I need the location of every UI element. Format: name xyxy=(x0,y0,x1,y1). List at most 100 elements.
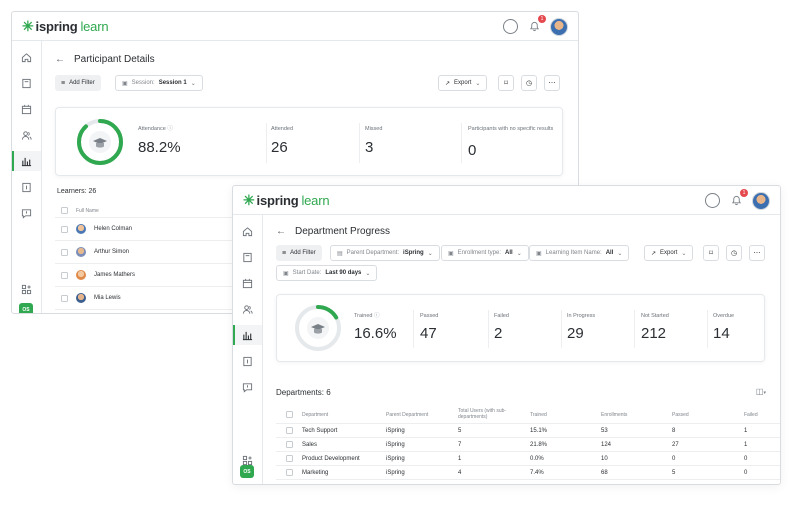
more-options-button[interactable]: ⋯ xyxy=(544,75,560,91)
reports-icon[interactable] xyxy=(12,151,41,171)
table-row[interactable]: Mia Lewis xyxy=(55,287,235,310)
bookmark-button[interactable]: ⌑ xyxy=(498,75,514,91)
logo-mark-icon: ✳ xyxy=(22,17,34,34)
home-icon[interactable] xyxy=(12,47,41,67)
bookmark-button[interactable]: ⌑ xyxy=(703,245,719,261)
filter-icon: ≡ xyxy=(282,249,287,257)
top-bar: ✳ ispring learn 1 xyxy=(233,186,780,215)
calendar-icon[interactable] xyxy=(233,273,262,293)
clock-icon: ◷ xyxy=(730,250,738,257)
back-arrow-icon[interactable]: ← xyxy=(276,226,286,237)
user-avatar[interactable] xyxy=(550,17,568,36)
table-row[interactable]: Tech Support iSpring 5 15.1% 53 8 1 xyxy=(276,424,780,438)
more-options-button[interactable]: ⋯ xyxy=(749,245,765,261)
chevron-down-icon: ⌄ xyxy=(617,250,623,257)
calendar-icon: ▣ xyxy=(536,250,542,257)
table-row[interactable]: Marketing iSpring 4 7.4% 68 5 0 xyxy=(276,466,780,480)
enrollment-type-filter-dropdown[interactable]: ▣ Enrollment type: All ⌄ xyxy=(441,245,529,261)
row-checkbox[interactable] xyxy=(286,427,293,434)
no-results-stat: Participants with no specific results 0 xyxy=(468,126,554,159)
overdue-stat: Overdue 14 xyxy=(713,313,735,342)
info-icon[interactable]: ⓘ xyxy=(373,313,380,319)
export-button[interactable]: ↗ Export ⌄ xyxy=(644,245,694,261)
row-checkbox[interactable] xyxy=(286,469,293,476)
feedback-icon[interactable] xyxy=(233,377,262,397)
user-avatar[interactable] xyxy=(752,191,770,210)
chevron-down-icon: ⌄ xyxy=(475,80,481,87)
columns-settings-icon[interactable]: ◫▾ xyxy=(755,387,766,396)
help-chat-icon[interactable] xyxy=(503,19,518,34)
avatar xyxy=(76,224,86,234)
users-icon[interactable] xyxy=(233,299,262,319)
content-icon[interactable] xyxy=(12,73,41,93)
user-initials-badge[interactable]: OS xyxy=(19,303,33,313)
content-icon[interactable] xyxy=(233,247,262,267)
add-filter-button[interactable]: ≡ Add Filter xyxy=(55,75,101,91)
select-all-checkbox[interactable] xyxy=(286,411,293,418)
apps-grid-icon[interactable] xyxy=(233,450,262,470)
table-row[interactable]: Product Development iSpring 1 0.0% 10 0 … xyxy=(276,452,780,466)
schedule-button[interactable]: ◷ xyxy=(521,75,537,91)
learners-table: Full Name Helen Colman Arthur Simon Jame… xyxy=(55,204,235,313)
graduation-cap-icon xyxy=(89,131,111,153)
main-content: ← Participant Details ≡ Add Filter ▣ Ses… xyxy=(43,42,578,313)
notifications-bell-icon[interactable]: 1 xyxy=(527,14,546,34)
logo-mark-icon: ✳ xyxy=(243,191,255,208)
trained-stat: Trained ⓘ 16.6% xyxy=(354,313,397,342)
row-checkbox[interactable] xyxy=(61,248,68,256)
parent-department-filter-dropdown[interactable]: ▤ Parent Department: iSpring ⌄ xyxy=(330,245,440,261)
avatar xyxy=(76,293,86,303)
back-arrow-icon[interactable]: ← xyxy=(55,54,65,65)
row-checkbox[interactable] xyxy=(286,441,293,448)
department-progress-window: ✳ ispring learn 1 OS ← Department Progre… xyxy=(232,185,781,485)
notification-badge: 1 xyxy=(538,14,546,23)
page-header: ← Participant Details xyxy=(55,54,155,65)
main-content: ← Department Progress ≡ Add Filter ▤ Par… xyxy=(264,216,780,484)
select-all-checkbox[interactable] xyxy=(61,207,68,214)
users-icon[interactable] xyxy=(12,125,41,145)
export-button[interactable]: ↗ Export ⌄ xyxy=(438,75,488,91)
attended-stat: Attended 26 xyxy=(271,126,294,156)
table-row[interactable]: James Mathers xyxy=(55,264,235,287)
page-title: Department Progress xyxy=(295,226,391,237)
page-title: Participant Details xyxy=(74,54,155,65)
notification-badge: 1 xyxy=(740,188,748,197)
page-header: ← Department Progress xyxy=(276,226,390,237)
feedback-icon[interactable] xyxy=(12,203,41,223)
notifications-bell-icon[interactable]: 1 xyxy=(729,188,748,208)
row-checkbox[interactable] xyxy=(61,225,68,233)
reports-icon[interactable] xyxy=(233,325,262,345)
bookmark-icon: ⌑ xyxy=(504,80,508,87)
table-row[interactable]: Arthur Simon xyxy=(55,241,235,264)
add-filter-button[interactable]: ≡ Add Filter xyxy=(276,245,322,261)
start-date-filter-dropdown[interactable]: ▣ Start Date: Last 90 days ⌄ xyxy=(276,265,378,281)
not-started-stat: Not Started 212 xyxy=(641,313,669,342)
ispring-learn-logo[interactable]: ✳ ispring learn xyxy=(243,191,330,208)
session-filter-dropdown[interactable]: ▣ Session: Session 1 ⌄ xyxy=(115,75,203,91)
help-chat-icon[interactable] xyxy=(705,193,720,208)
clock-icon: ◷ xyxy=(525,80,533,87)
info-icon[interactable]: ⓘ xyxy=(167,126,173,132)
table-row[interactable]: Sales iSpring 7 21.8% 124 27 1 xyxy=(276,438,780,452)
user-initials-badge[interactable]: OS xyxy=(240,465,254,478)
schedule-button[interactable]: ◷ xyxy=(726,245,742,261)
sidebar: OS xyxy=(12,41,42,313)
learning-item-filter-dropdown[interactable]: ▣ Learning Item Name: All ⌄ xyxy=(529,245,630,261)
share-icon: ↗ xyxy=(445,80,451,87)
row-checkbox[interactable] xyxy=(61,271,68,279)
filter-icon: ≡ xyxy=(61,79,66,87)
calendar-icon[interactable] xyxy=(12,99,41,119)
row-checkbox[interactable] xyxy=(286,455,293,462)
home-icon[interactable] xyxy=(233,221,262,241)
apps-grid-icon[interactable] xyxy=(12,279,41,299)
ispring-learn-logo[interactable]: ✳ ispring learn xyxy=(22,17,109,34)
sidebar: OS xyxy=(233,215,263,484)
trained-ring-chart xyxy=(295,305,341,351)
row-checkbox[interactable] xyxy=(61,294,68,302)
table-row[interactable]: Helen Colman xyxy=(55,218,235,241)
progress-summary-card: Trained ⓘ 16.6% Passed 47 Failed 2 In Pr… xyxy=(276,294,765,362)
catalog-icon[interactable] xyxy=(12,177,41,197)
catalog-icon[interactable] xyxy=(233,351,262,371)
missed-stat: Missed 3 xyxy=(365,126,383,156)
calendar-icon: ▣ xyxy=(283,270,289,277)
